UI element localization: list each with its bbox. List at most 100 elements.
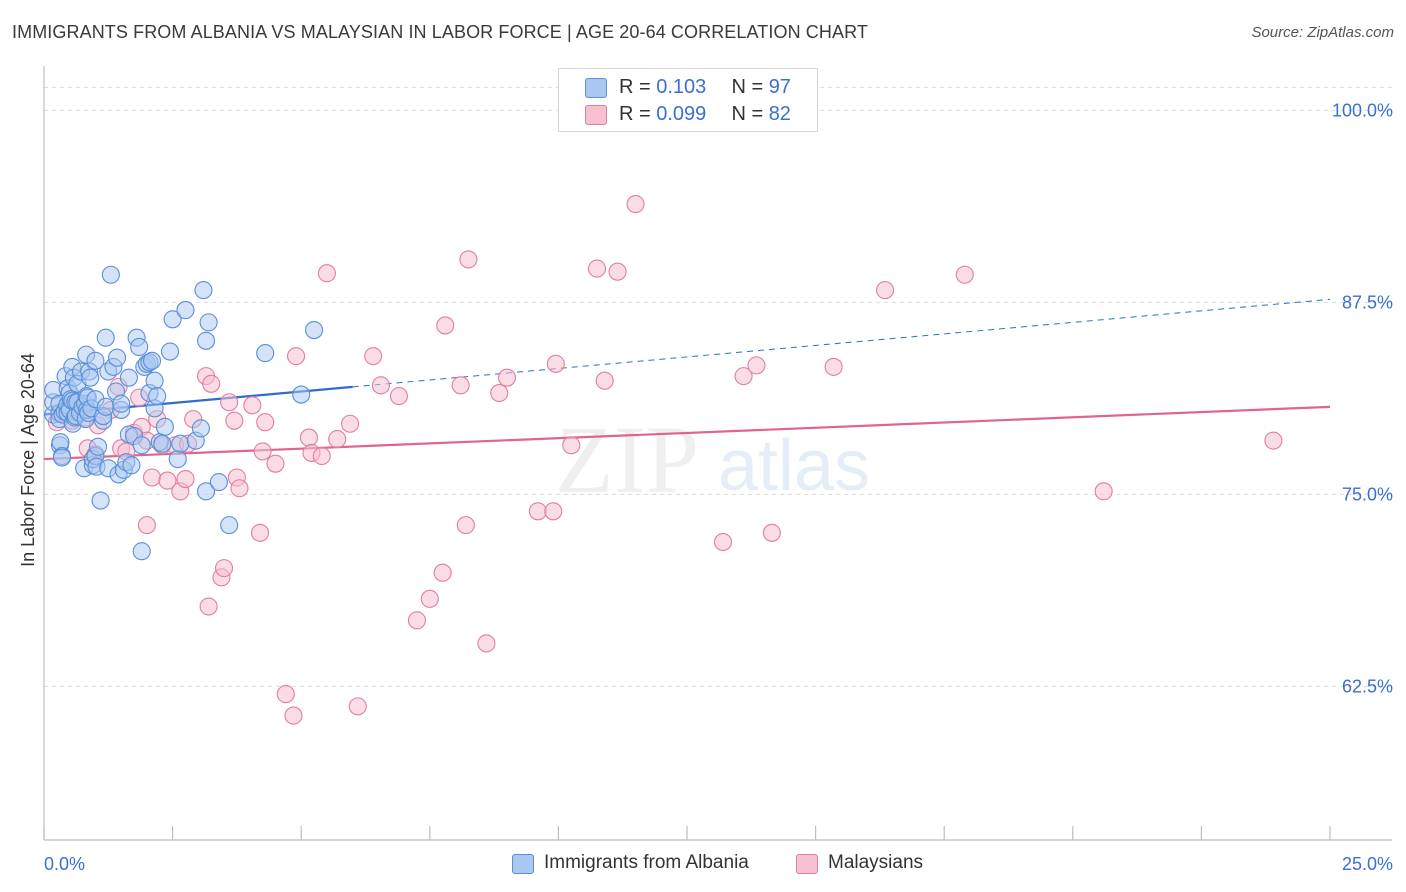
malaysians-point bbox=[587, 259, 607, 278]
n-value-malaysians: 82 bbox=[768, 103, 791, 125]
malaysians-point bbox=[328, 430, 347, 449]
malaysians-point bbox=[1094, 482, 1113, 501]
albania-point bbox=[191, 419, 210, 438]
malaysians-point bbox=[546, 354, 565, 373]
chart-title: IMMIGRANTS FROM ALBANIA VS MALAYSIAN IN … bbox=[12, 22, 868, 42]
malaysians-swatch bbox=[585, 105, 607, 125]
malaysians-point bbox=[364, 347, 383, 366]
malaysians-point bbox=[348, 697, 367, 716]
malaysians-point bbox=[230, 479, 249, 498]
malaysians-point bbox=[266, 454, 285, 473]
malaysians-point bbox=[142, 468, 162, 487]
malaysians-point bbox=[220, 393, 239, 412]
albania-point bbox=[292, 385, 311, 404]
malaysians-point bbox=[747, 356, 766, 375]
malaysians-point bbox=[955, 265, 974, 284]
malaysians-point bbox=[317, 264, 336, 283]
malaysians-legend-swatch bbox=[796, 854, 818, 874]
malaysians-point bbox=[762, 523, 781, 542]
albania-point bbox=[86, 351, 105, 370]
malaysians-point bbox=[253, 442, 272, 461]
malaysians-point bbox=[433, 563, 452, 582]
r-label: R = bbox=[619, 76, 657, 98]
malaysians-point bbox=[276, 685, 295, 704]
malaysians-point bbox=[608, 262, 627, 281]
source-label: Source: ZipAtlas.com bbox=[1251, 24, 1394, 41]
n-value-albania: 97 bbox=[768, 76, 791, 98]
stats-legend: R = 0.103 N = 97 R = 0.099 N = 82 bbox=[558, 68, 818, 132]
malaysians-point bbox=[312, 446, 331, 466]
watermark-atlas: atlas bbox=[718, 426, 870, 506]
grid-lines bbox=[44, 86, 1392, 687]
malaysians-point bbox=[875, 281, 895, 300]
albania-point bbox=[196, 331, 216, 350]
albania-point bbox=[91, 491, 110, 510]
malaysians-point bbox=[214, 559, 234, 578]
malaysians-point bbox=[626, 195, 645, 214]
malaysians-point bbox=[199, 597, 218, 616]
malaysians-point bbox=[1264, 431, 1283, 450]
malaysians-point bbox=[225, 411, 244, 430]
x-tick-label-0: 0.0% bbox=[44, 854, 85, 874]
r-value-albania: 0.103 bbox=[656, 76, 707, 98]
malaysians-legend-label: Malaysians bbox=[828, 852, 924, 873]
albania-point bbox=[153, 434, 172, 453]
albania-trend bbox=[43, 298, 1331, 416]
albania-point bbox=[142, 351, 162, 370]
malaysians-point bbox=[562, 436, 581, 455]
malaysians-point bbox=[284, 706, 303, 725]
malaysians-point bbox=[158, 471, 177, 490]
malaysians-point bbox=[595, 371, 614, 390]
malaysians-point bbox=[451, 376, 470, 395]
y-tick-label-1: 75.0% bbox=[1342, 484, 1393, 504]
malaysians-point bbox=[299, 428, 318, 447]
albania-point bbox=[119, 368, 138, 387]
albania-point bbox=[107, 348, 127, 367]
r-label: R = bbox=[619, 103, 657, 125]
albania-trendline-extension bbox=[352, 298, 1331, 388]
albania-point bbox=[220, 516, 239, 535]
malaysians-point bbox=[459, 250, 478, 269]
albania-point bbox=[52, 448, 72, 467]
albania-points bbox=[44, 265, 324, 561]
malaysians-point bbox=[734, 367, 753, 386]
malaysians-point bbox=[243, 396, 262, 415]
malaysians-point bbox=[456, 516, 475, 535]
albania-point bbox=[171, 434, 190, 453]
malaysians-point bbox=[477, 634, 496, 653]
watermark: ZIP atlas bbox=[555, 406, 870, 513]
albania-legend-swatch bbox=[512, 854, 534, 874]
malaysians-point bbox=[824, 357, 843, 376]
albania-point bbox=[122, 456, 141, 475]
albania-point bbox=[199, 313, 218, 332]
albania-point bbox=[155, 417, 174, 436]
albania-point bbox=[168, 450, 187, 469]
malaysians-point bbox=[371, 376, 390, 395]
malaysians-point bbox=[250, 523, 270, 542]
malaysians-point bbox=[137, 516, 156, 535]
malaysians-point bbox=[528, 502, 547, 521]
albania-point bbox=[132, 542, 151, 561]
malaysians-point bbox=[420, 589, 439, 608]
malaysians-point bbox=[544, 502, 563, 521]
albania-point bbox=[196, 482, 216, 501]
albania-point bbox=[88, 437, 108, 456]
watermark-zip: ZIP bbox=[555, 406, 699, 513]
tick-labels: 62.5% 75.0% 87.5% 100.0% 0.0% 25.0% bbox=[44, 100, 1393, 874]
malaysians-point bbox=[497, 368, 517, 387]
albania-point bbox=[112, 394, 131, 413]
albania-point bbox=[209, 473, 228, 492]
albania-point bbox=[96, 328, 115, 347]
malaysians-point bbox=[490, 383, 509, 403]
axes bbox=[43, 66, 1392, 841]
n-label: N = bbox=[731, 103, 769, 125]
albania-point bbox=[130, 337, 149, 356]
malaysians-point bbox=[341, 414, 360, 433]
albania-point bbox=[305, 320, 324, 340]
y-tick-label-2: 87.5% bbox=[1342, 292, 1393, 312]
y-tick-label-3: 100.0% bbox=[1332, 100, 1393, 120]
malaysians-point bbox=[713, 532, 733, 552]
albania-point bbox=[132, 436, 151, 455]
albania-point bbox=[148, 387, 167, 406]
